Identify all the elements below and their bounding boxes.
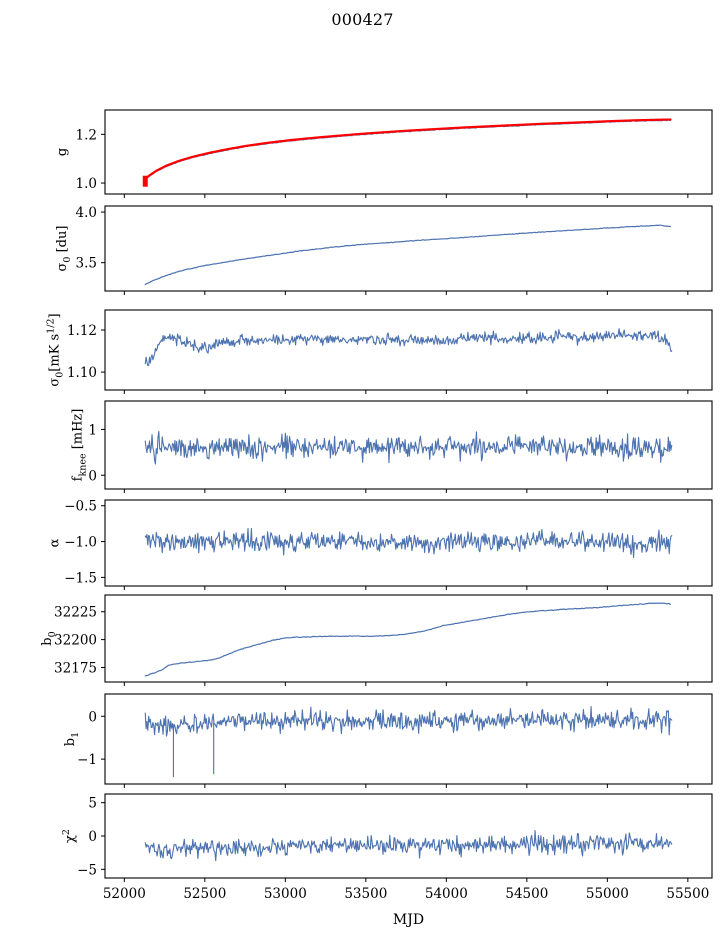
y-tick-label: 3.5 (76, 256, 97, 272)
y-axis-label: α (48, 538, 63, 547)
panel-frame (104, 309, 713, 391)
panel-frame (104, 109, 713, 195)
y-axis-label: b1 (63, 732, 81, 746)
panel-frame (104, 594, 713, 683)
figure-title: 000427 (331, 10, 394, 29)
y-tick-label: 32175 (54, 661, 97, 677)
y-axis-label: g (55, 148, 70, 156)
y-tick-label: 0 (88, 709, 97, 725)
panel-fknee: 01 (88, 400, 713, 493)
panel-frame (104, 693, 713, 785)
y-tick-label: 4.0 (76, 205, 97, 221)
y-tick-label: −1.0 (64, 535, 97, 551)
y-tick-label: −5 (77, 862, 97, 878)
y-axis-label: χ2 (61, 829, 78, 843)
series-line (144, 118, 672, 180)
x-tick-label: 53000 (264, 886, 307, 902)
panel-sigma0-mk: 1.10 1.12 (67, 309, 713, 394)
y-axis-label: σ0 [du] (55, 226, 73, 272)
panel-data-area (144, 527, 673, 558)
x-tick-label: 52500 (183, 886, 226, 902)
panel-data-area (144, 705, 673, 778)
y-tick-label: 1.12 (67, 323, 97, 339)
panel-frame (104, 499, 713, 587)
panel-frame (104, 793, 713, 879)
x-tick-label: 54000 (425, 886, 468, 902)
panel-b0: 32175 32200 32225 (54, 594, 713, 686)
panel-sigma0-du: 3.5 4.0 (76, 205, 713, 295)
series-line (144, 430, 673, 465)
y-axis-label: σ0[mK s1/2] (46, 313, 66, 386)
x-tick-label: 53500 (344, 886, 387, 902)
y-tick-label: −0.5 (64, 499, 97, 515)
y-tick-label: 1.2 (76, 127, 97, 143)
y-tick-label: 1 (88, 422, 97, 438)
panel-data-area (144, 829, 673, 862)
y-tick-label: 1.10 (67, 365, 97, 381)
panel-b1: 0 −1 (77, 693, 713, 788)
x-tick-label: 54500 (505, 886, 548, 902)
panel-g: 1.0 1.2 (76, 109, 713, 198)
series-line (144, 705, 673, 737)
y-tick-label: −1 (77, 752, 97, 768)
series-line (144, 829, 673, 862)
y-axis-label: b0 (40, 631, 58, 645)
y-tick-label: 0 (88, 468, 97, 484)
panel-data-area (144, 602, 672, 677)
panel-data-area (144, 430, 673, 465)
x-axis-title: MJD (393, 912, 424, 928)
x-tick-label: 55000 (586, 886, 629, 902)
series-line (144, 527, 673, 558)
y-tick-label: 5 (88, 796, 97, 812)
panel-data-area (142, 118, 672, 187)
series-line (144, 602, 672, 677)
panel-chi2: 5 0 −5 52000 52500 53000 53500 54000 54500 55000 5… (77, 793, 713, 902)
panel-data-area (144, 328, 673, 367)
panel-frame (104, 205, 713, 292)
panel-alpha: −0.5 −1.0 −1.5 (64, 499, 713, 590)
series-line (144, 224, 672, 286)
series-line (144, 328, 673, 367)
y-axis-label: fknee [mHz] (70, 409, 88, 482)
y-tick-label: 0 (88, 829, 97, 845)
y-tick-label: 1.0 (76, 176, 97, 192)
y-tick-label: −1.5 (64, 570, 97, 586)
x-tick-label: 52000 (103, 886, 146, 902)
y-tick-label: 32225 (54, 605, 97, 621)
panel-data-area (144, 224, 672, 286)
y-tick-label: 32200 (54, 633, 97, 649)
panel-frame (104, 400, 713, 490)
x-tick-label: 55500 (666, 886, 709, 902)
